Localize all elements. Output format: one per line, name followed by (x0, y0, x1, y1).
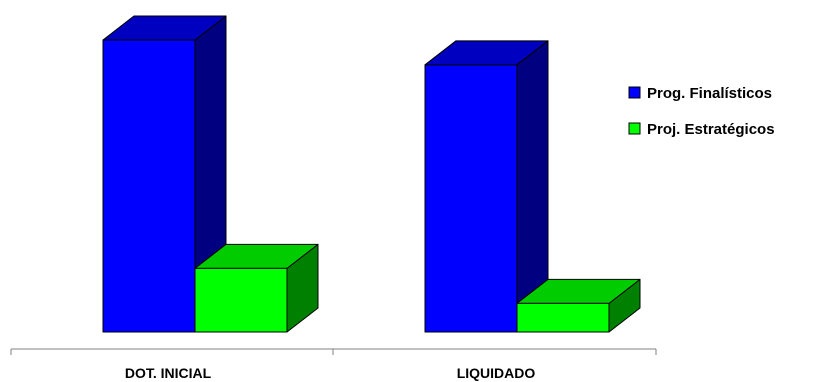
bar-dot-inicial-proj-estrategicos (194, 243, 319, 333)
bar-dot-inicial-proj-estrategicos-front (194, 267, 288, 333)
legend-item-prog-finalisticos: Prog. Finalísticos (628, 85, 772, 102)
legend-swatch-proj-estrategicos (628, 122, 641, 135)
x-tick-label-liquidado: LIQUIDADO (457, 365, 536, 381)
bar-liquidado-prog-finalisticos (424, 40, 549, 333)
legend-swatch-prog-finalisticos (628, 86, 641, 99)
bar-liquidado-proj-estrategicos (516, 278, 641, 333)
bars-layer (102, 15, 641, 333)
bar-dot-inicial-prog-finalisticos (102, 15, 227, 333)
bar-liquidado-proj-estrategicos-front (516, 302, 610, 333)
x-axis (10, 348, 657, 355)
legend-item-proj-estrategicos: Proj. Estratégicos (628, 121, 775, 138)
legend-label-proj-estrategicos: Proj. Estratégicos (647, 121, 775, 138)
x-tick-label-dot-inicial: DOT. INICIAL (125, 365, 212, 381)
x-tick-labels: DOT. INICIAL LIQUIDADO (125, 365, 536, 381)
bar-liquidado-prog-finalisticos-front (424, 64, 518, 333)
legend: Prog. Finalísticos Proj. Estratégicos (628, 85, 775, 138)
legend-label-prog-finalisticos: Prog. Finalísticos (647, 85, 772, 102)
bar-dot-inicial-prog-finalisticos-front (102, 39, 196, 333)
